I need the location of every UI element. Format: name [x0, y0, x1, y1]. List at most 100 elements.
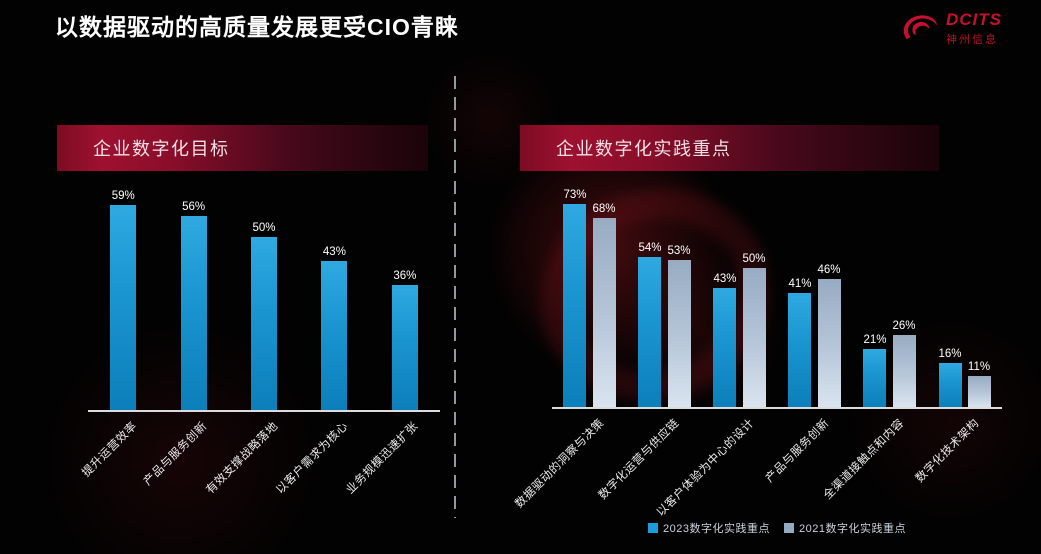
bar — [110, 205, 137, 410]
category-label: 数字化技术架构 — [913, 417, 982, 486]
bar-item: 59% — [110, 188, 137, 410]
bar — [967, 376, 991, 407]
bar — [321, 261, 348, 410]
category-label: 提升运营效率 — [80, 420, 140, 480]
bar-item: 46% — [818, 185, 841, 407]
bar-group: 21% 26% — [863, 185, 916, 407]
bar-item: 16% — [938, 185, 962, 407]
bar-value-label: 43% — [322, 246, 346, 258]
bar — [391, 285, 418, 410]
bar-group: 73% 68% — [563, 185, 616, 407]
bar — [742, 268, 766, 407]
legend-swatch-2023 — [648, 523, 659, 533]
bar-item: 50% — [743, 185, 766, 407]
bar — [938, 363, 962, 407]
bar-item: 50% — [251, 188, 278, 410]
bar-group: 36% — [391, 188, 418, 410]
bar — [892, 335, 916, 407]
bar-value-label: 73% — [563, 189, 587, 201]
bar-group: 56% — [180, 188, 207, 410]
bar — [863, 349, 887, 407]
bar-value-label: 54% — [638, 242, 662, 254]
bar-value-label: 43% — [713, 273, 737, 285]
logo-brand-text: DCITS — [946, 10, 1002, 29]
category-label: 数据驱动的洞察与决策 — [512, 417, 607, 511]
left-panel-header: 企业数字化目标 — [57, 125, 428, 171]
logo-company-text: 神州信息 — [946, 34, 998, 46]
bar-value-label: 41% — [788, 278, 812, 290]
bar-group: 54% 53% — [638, 185, 691, 407]
category-label: 业务规模迅速扩张 — [344, 420, 422, 497]
bar-item: 21% — [863, 185, 887, 407]
bar — [180, 216, 207, 410]
dashed-divider — [454, 76, 456, 518]
category-slot: 36% 业务规模迅速扩张 — [345, 188, 440, 496]
category-label: 产品与服务创新 — [763, 417, 832, 486]
bar-value-label: 26% — [892, 320, 916, 332]
bar — [713, 288, 737, 407]
bar-value-label: 68% — [592, 203, 616, 215]
bar — [788, 293, 812, 407]
legend-item-2021: 2021数字化实践重点 — [784, 520, 906, 536]
bar-item: 26% — [893, 185, 916, 407]
dcits-swirl-icon — [903, 15, 938, 40]
bar-item: 56% — [180, 188, 207, 410]
dcits-logo: DCITS 神州信息 — [898, 10, 1002, 48]
bar-item: 36% — [391, 188, 418, 410]
bar-item: 54% — [638, 185, 662, 407]
bar-item: 41% — [788, 185, 812, 407]
bar-value-label: 56% — [182, 201, 206, 213]
category-slot: 16% 11% 数字化技术架构 — [913, 185, 1002, 485]
legend-label-2023: 2023数字化实践重点 — [663, 523, 770, 535]
legend-swatch-2021 — [784, 523, 794, 533]
bar-value-label: 11% — [967, 361, 991, 373]
bar — [251, 237, 278, 410]
bar-item: 43% — [713, 185, 737, 407]
bar-item: 73% — [563, 185, 587, 407]
bar — [638, 257, 662, 407]
bar-value-label: 21% — [863, 334, 887, 346]
chart-legend: 2023数字化实践重点 2021数字化实践重点 — [552, 520, 1002, 536]
bar-item: 11% — [967, 185, 991, 407]
bar-group: 43% — [321, 188, 348, 410]
bar-group: 50% — [251, 188, 278, 410]
category-label: 数字化运营与供应链 — [596, 417, 682, 502]
bar-value-label: 50% — [742, 253, 766, 265]
legend-label-2021: 2021数字化实践重点 — [799, 523, 906, 535]
category-slot: 59% 提升运营效率 — [80, 188, 158, 480]
category-slot: 73% 68% 数据驱动的洞察与决策 — [513, 185, 627, 510]
bar-value-label: 46% — [817, 264, 841, 276]
bar-value-label: 36% — [393, 270, 417, 282]
goals-bar-chart: 59% 提升运营效率 56% 产品与服务创新 50% 有效支撑战略落地 43% 以客户需求为核… — [80, 188, 440, 496]
bar-group: 43% 50% — [713, 185, 766, 407]
legend-item-2023: 2023数字化实践重点 — [648, 520, 770, 536]
category-slot: 43% 50% 以客户体验为中心的设计 — [654, 185, 777, 519]
category-slot: 54% 53% 数字化运营与供应链 — [596, 185, 702, 502]
category-slot: 21% 26% 全渠道接触点和内容 — [821, 185, 927, 502]
category-label: 全渠道接触点和内容 — [821, 417, 907, 502]
category-label: 有效支撑战略落地 — [203, 420, 281, 497]
right-panel-header: 企业数字化实践重点 — [520, 125, 939, 171]
category-slot: 43% 以客户需求为核心 — [274, 188, 369, 496]
category-label: 以客户需求为核心 — [274, 420, 351, 497]
category-label: 产品与服务创新 — [141, 420, 210, 489]
practices-bar-chart: 73% 68% 数据驱动的洞察与决策 54% 53% 数字化运营与供应链 43% 50% 以客户… — [513, 185, 1002, 519]
bar-group: 41% 46% — [788, 185, 841, 407]
category-slot: 56% 产品与服务创新 — [142, 188, 228, 488]
bar — [592, 218, 616, 407]
bar-item: 43% — [321, 188, 348, 410]
bar-group: 59% — [110, 188, 137, 410]
bar-value-label: 59% — [111, 190, 135, 202]
bar-item: 68% — [593, 185, 616, 407]
bar — [817, 279, 841, 407]
bar-value-label: 50% — [252, 222, 276, 234]
bar-value-label: 16% — [938, 348, 962, 360]
bar-group: 16% 11% — [938, 185, 991, 407]
bar-value-label: 53% — [667, 245, 691, 257]
bar — [667, 260, 691, 407]
bar — [563, 204, 587, 407]
category-slot: 41% 46% 产品与服务创新 — [763, 185, 852, 485]
page-title: 以数据驱动的高质量发展更受CIO青睐 — [55, 14, 459, 40]
category-slot: 50% 有效支撑战略落地 — [204, 188, 299, 496]
bar-item: 53% — [668, 185, 691, 407]
